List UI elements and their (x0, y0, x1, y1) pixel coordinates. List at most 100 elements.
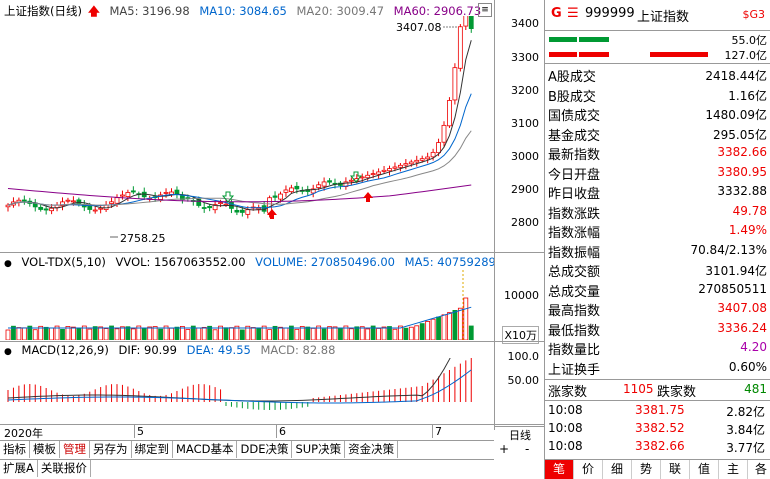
menu-icon[interactable]: ☰ (567, 6, 579, 21)
quote-row: 总成交额 3101.94亿 (545, 260, 770, 280)
quote-row-label: 国债成交 (548, 109, 601, 124)
quote-row: 基金成交 295.05亿 (545, 124, 770, 144)
quote-row: 国债成交 1480.09亿 (545, 104, 770, 124)
tab-manage[interactable]: 管理 (60, 441, 90, 458)
tick-time: 10:08 (548, 421, 583, 435)
nav-main[interactable]: 主 (719, 460, 748, 479)
tab-save-as[interactable]: 另存为 (90, 441, 132, 458)
vol-y-tick: 10000 (504, 289, 539, 302)
quote-row-value: 49.78 (732, 203, 767, 218)
nav-detail[interactable]: 细 (603, 460, 632, 479)
quote-row-value: 270850511 (698, 281, 767, 296)
y-tick-3300: 3300 (511, 51, 539, 64)
zoom-out-button[interactable]: - (525, 442, 530, 456)
up-count: 1105 (623, 382, 654, 396)
bar1-label: 55.0亿 (731, 34, 768, 47)
macd-value-label: MACD: 82.88 (260, 343, 336, 357)
timeline-year: 2020年 (4, 427, 43, 440)
nav-price[interactable]: 价 (574, 460, 603, 479)
quote-header: G ☰ 999999 上证指数 $G3 (545, 0, 770, 31)
chart-area[interactable]: 上证指数(日线) 🡅 MA5: 3196.98 MA10: 3084.65 MA2… (0, 0, 521, 479)
quote-row-value: 2418.44亿 (705, 69, 767, 83)
quote-row-label: 今日开盘 (548, 167, 601, 183)
tab-indicator[interactable]: 指标 (0, 441, 30, 458)
tick-time: 10:08 (548, 439, 583, 453)
bar1-b (579, 37, 609, 42)
bottom-tabs: 扩展A 关联报价 (0, 459, 494, 479)
quote-row-label: 最高指数 (548, 304, 601, 319)
period-label[interactable]: 日线 (495, 426, 545, 443)
quote-row: A股成交 2418.44亿 (545, 65, 770, 85)
vol-title: VOL-TDX(5,10) (21, 255, 106, 269)
quote-row: 指数量比 4.20 (545, 338, 770, 358)
kline-chart[interactable] (0, 16, 494, 251)
tab-bind-to[interactable]: 绑定到 (132, 441, 173, 458)
nav-link[interactable]: 联 (661, 460, 690, 479)
bars-area: 55.0亿 127.0亿 (545, 31, 770, 64)
quote-row: 最高指数 3407.08 (545, 299, 770, 319)
quote-panel: G ☰ 999999 上证指数 $G3 55.0亿 127.0亿 A股成交 241… (544, 0, 770, 479)
quote-row-label: 总成交量 (548, 284, 601, 300)
quote-row-value: 3101.94亿 (705, 264, 767, 278)
ma60-label: MA60: 2906.73 (393, 4, 482, 18)
g-icon: G (551, 6, 562, 21)
nav-value[interactable]: 值 (690, 460, 719, 479)
quote-row-value: 3380.95 (717, 164, 767, 179)
volume-chart[interactable] (0, 270, 494, 340)
volume-legend: ● VOL-TDX(5,10) VVOL: 1567063552.00 VOLU… (4, 255, 527, 269)
bar2-label: 127.0亿 (724, 49, 768, 62)
tick-volume: 2.82亿 (726, 405, 765, 419)
quote-nav: 笔价细势联值主各 (545, 459, 770, 479)
macd-legend: ● MACD(12,26,9) DIF: 90.99 DEA: 49.55 MA… (4, 343, 341, 357)
tab-fund[interactable]: 资金决策 (345, 441, 399, 458)
tab-sup[interactable]: SUP决策 (292, 441, 346, 458)
bar2-b (579, 52, 609, 57)
timeline-month-6: 6 (276, 425, 286, 438)
nav-each[interactable]: 各 (754, 462, 767, 476)
macd-y-tick-100: 100.0 (507, 350, 540, 363)
macd-y-tick-50: 50.00 (507, 374, 540, 387)
tab-related-quote[interactable]: 关联报价 (38, 460, 91, 477)
dif-label: DIF: 90.99 (118, 343, 177, 357)
quote-row-value: 0.60% (728, 359, 767, 374)
quote-row-label: A股成交 (548, 70, 596, 85)
macd-chart[interactable] (0, 358, 494, 424)
quote-row: 最新指数 3382.66 (545, 143, 770, 163)
tab-template[interactable]: 模板 (30, 441, 60, 458)
quote-row-label: 指数涨幅 (548, 226, 601, 241)
bar2-a (549, 52, 577, 57)
vol-indicator-icon: ● (4, 259, 12, 269)
up-arrow-icon: 🡅 (87, 4, 100, 18)
quote-row-label: 基金成交 (548, 128, 601, 144)
quote-row: 指数涨幅 1.49% (545, 221, 770, 241)
y-tick-2800: 2800 (511, 216, 539, 229)
timeline-month-7: 7 (432, 425, 442, 438)
tick-price: 3382.52 (635, 421, 685, 435)
vol-ma5-label: MA5: 407592896.00 (404, 255, 522, 269)
low-label: 2758.25 (120, 232, 166, 245)
ma5-label: MA5: 3196.98 (109, 4, 190, 18)
nav-trend[interactable]: 势 (632, 460, 661, 479)
tab-extend-a[interactable]: 扩展A (0, 460, 38, 477)
tab-macd-basic[interactable]: MACD基本 (173, 441, 238, 458)
quote-row-label: 昨日收盘 (548, 187, 601, 202)
nav-tick[interactable]: 笔 (545, 460, 574, 479)
quote-row: B股成交 1.16亿 (545, 85, 770, 105)
y-axis: 3400 3300 3200 3100 3000 2900 2800 10000… (494, 0, 545, 456)
quote-row-value: 295.05亿 (713, 127, 767, 142)
tick-volume: 3.84亿 (726, 423, 765, 437)
quote-row-value: 4.20 (740, 340, 767, 354)
quote-row: 指数涨跌 49.78 (545, 202, 770, 222)
quote-code: 999999 (585, 6, 635, 21)
zoom-in-button[interactable]: + (499, 442, 510, 456)
tick-volume: 3.77亿 (726, 441, 765, 455)
quote-row-label: 最新指数 (548, 148, 601, 163)
bar1-a (549, 37, 577, 42)
y-tick-2900: 2900 (511, 183, 539, 196)
tick-time: 10:08 (548, 403, 583, 417)
quote-row: 昨日收盘 3332.88 (545, 182, 770, 202)
quote-row-label: 指数振幅 (548, 245, 601, 261)
quote-row: 上证换手 0.60% (545, 358, 770, 378)
collapse-icon[interactable]: ≡ (478, 3, 492, 17)
tab-dde[interactable]: DDE决策 (237, 441, 293, 458)
